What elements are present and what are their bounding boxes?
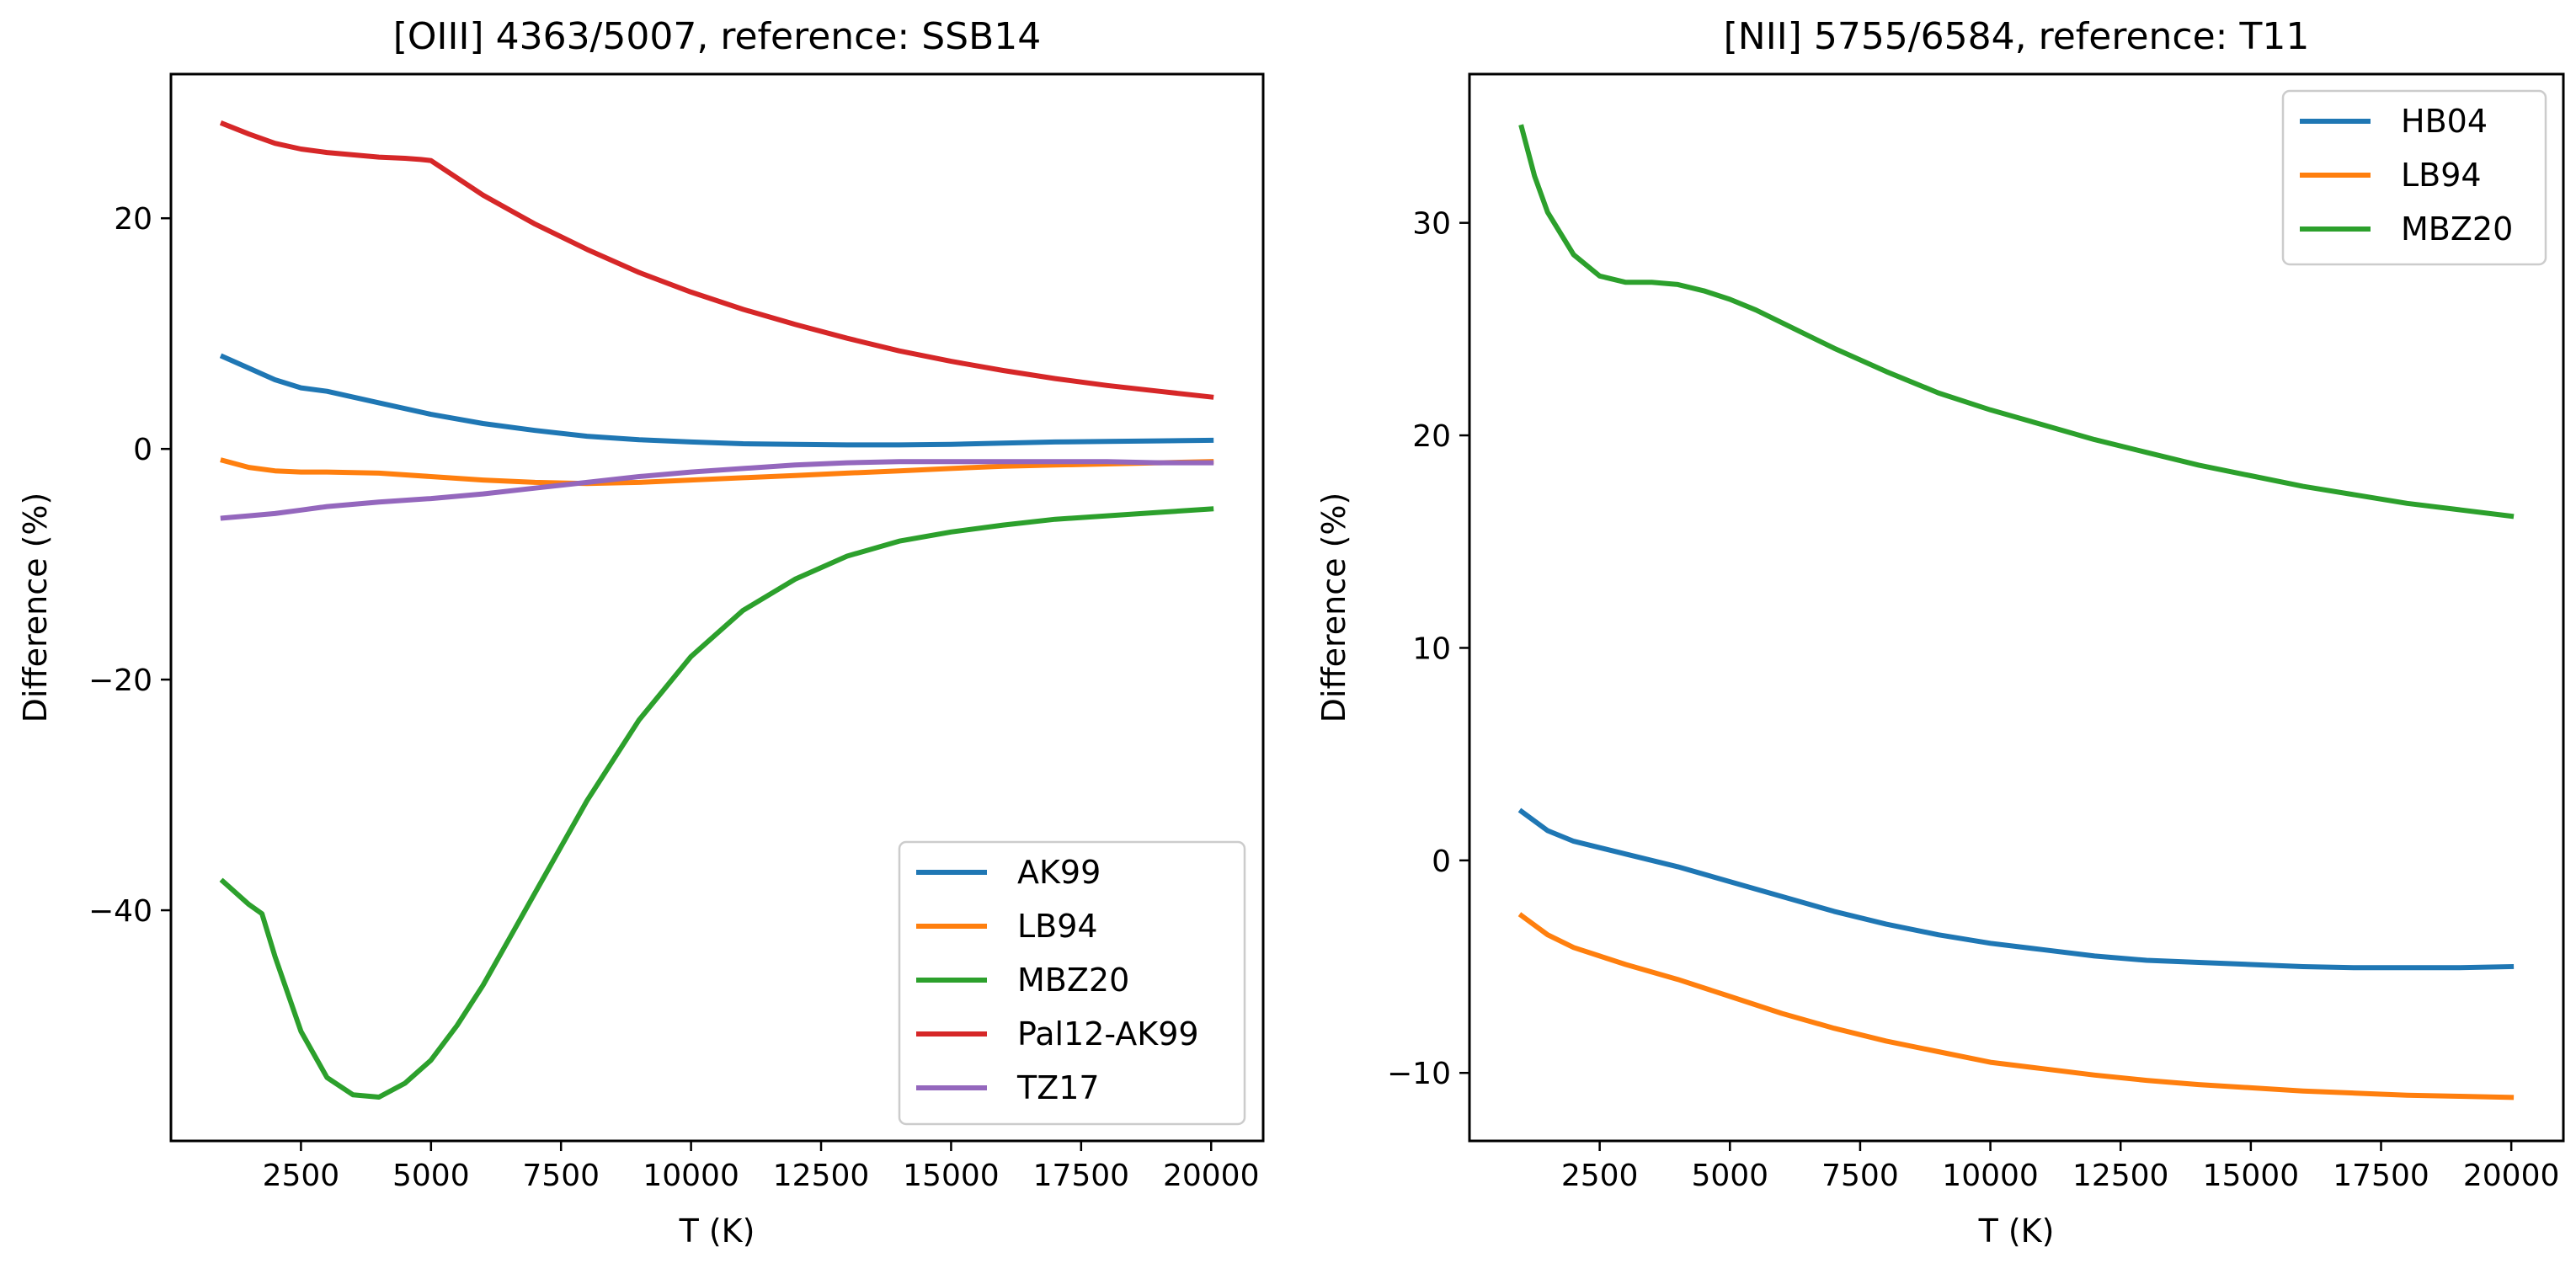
legend: AK99 LB94 MBZ20 Pal12-AK99 TZ17 [898, 840, 1246, 1126]
x-tick-label: 5000 [392, 1159, 470, 1193]
x-tick-label: 10000 [643, 1159, 739, 1193]
y-tick-label: −20 [88, 663, 152, 698]
legend-label: Pal12-AK99 [1017, 1015, 1199, 1052]
legend-box [898, 840, 1246, 1126]
legend-label: LB94 [1017, 908, 1098, 945]
series-line-mbz20 [1518, 124, 2515, 520]
legend-label: TZ17 [1016, 1069, 1100, 1106]
x-tick-label: 12500 [773, 1159, 870, 1193]
x-tick-label: 15000 [2203, 1159, 2300, 1193]
x-axis-label: T (K) [679, 1212, 755, 1250]
series-line-pal12-ak99 [219, 120, 1214, 400]
chart-title: [NII] 5755/6584, reference: T11 [1724, 15, 2310, 58]
y-tick-label: 20 [114, 202, 152, 237]
x-tick-label: 20000 [2463, 1159, 2560, 1193]
chart-title: [OIII] 4363/5007, reference: SSB14 [393, 15, 1042, 58]
y-tick-label: −40 [88, 894, 152, 929]
legend-label: LB94 [2401, 157, 2482, 194]
legend-label: HB04 [2401, 103, 2488, 140]
chart-1: [OIII] 4363/5007, reference: SSB14 2500 50… [17, 15, 1265, 1250]
series-line-lb94 [1517, 912, 2515, 1100]
x-tick-label: 15000 [903, 1159, 1000, 1193]
y-axis-label: Difference (%) [17, 493, 54, 723]
x-tick-label: 12500 [2072, 1159, 2169, 1193]
x-tick-label: 17500 [2333, 1159, 2429, 1193]
chart-2: [NII] 5755/6584, reference: T11 2500 5000 7… [1315, 15, 2565, 1250]
x-tick-label: 20000 [1163, 1159, 1260, 1193]
y-tick-label: 30 [1412, 207, 1451, 242]
series-line-mbz20 [219, 506, 1214, 1100]
series-line-ak99 [219, 353, 1214, 448]
legend-label: MBZ20 [1017, 962, 1129, 999]
series-line-tz17 [220, 459, 1214, 521]
x-tick-label: 7500 [522, 1159, 600, 1193]
legend-label: MBZ20 [2401, 210, 2513, 248]
y-axis-label: Difference (%) [1315, 493, 1352, 723]
axes-frame [169, 72, 1265, 1143]
legend-label: AK99 [1017, 854, 1101, 891]
x-axis-label: T (K) [1978, 1212, 2055, 1250]
series-line-lb94 [220, 457, 1214, 487]
axes-frame [1468, 72, 2565, 1143]
legend-box [2281, 89, 2547, 266]
y-tick-label: −10 [1387, 1057, 1451, 1091]
legend: HB04 LB94 MBZ20 [2281, 89, 2547, 266]
y-tick-label: 0 [1432, 845, 1451, 879]
x-tick-label: 7500 [1821, 1159, 1899, 1193]
x-tick-label: 2500 [263, 1159, 340, 1193]
x-tick-label: 17500 [1033, 1159, 1130, 1193]
y-tick-label: 0 [133, 433, 152, 467]
y-tick-label: 20 [1412, 419, 1451, 454]
series-line-hb04 [1517, 807, 2515, 971]
x-tick-label: 10000 [1942, 1159, 2039, 1193]
x-tick-label: 2500 [1561, 1159, 1639, 1193]
y-tick-label: 10 [1412, 632, 1451, 666]
x-tick-label: 5000 [1691, 1159, 1768, 1193]
